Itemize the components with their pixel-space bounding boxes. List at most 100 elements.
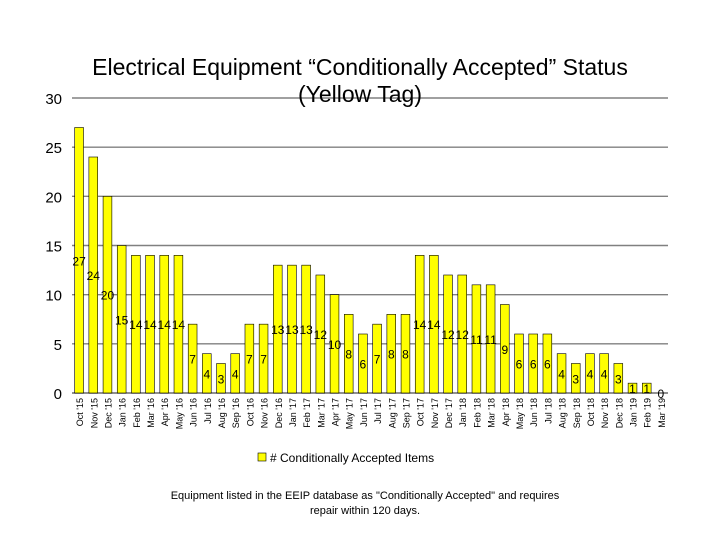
- bar: [258, 323, 269, 394]
- data-label: 14: [172, 318, 186, 332]
- x-tick-label: Jun '16: [189, 398, 199, 427]
- data-label: 14: [413, 318, 427, 332]
- bar: [273, 264, 283, 394]
- data-label: 4: [601, 367, 608, 381]
- data-label: 13: [285, 323, 299, 337]
- x-tick-label: Jul '16: [203, 398, 213, 424]
- data-label: 6: [544, 358, 551, 372]
- bar: [116, 245, 127, 394]
- data-label: 12: [441, 328, 455, 342]
- bar: [599, 353, 609, 394]
- data-label: 7: [189, 353, 196, 367]
- x-tick-label: Nov '18: [600, 398, 610, 428]
- data-label: 20: [101, 289, 115, 303]
- data-label: 4: [203, 367, 210, 381]
- bar: [443, 274, 453, 394]
- data-label: 14: [158, 318, 172, 332]
- bar: [301, 264, 311, 394]
- bar: [528, 333, 538, 394]
- data-label: 27: [72, 254, 86, 268]
- data-label: 8: [388, 348, 395, 362]
- bar: [244, 323, 255, 394]
- x-tick-label: Nov '17: [430, 398, 440, 428]
- x-tick-label: Feb '18: [472, 398, 482, 428]
- y-tick-label: 5: [54, 337, 62, 354]
- bar: [159, 255, 169, 394]
- x-axis-ticks: Oct '15 Nov '15 Dec '15 Jan '16 Feb '16 Mar '…: [75, 398, 667, 429]
- x-tick-label: Jun '18: [529, 398, 539, 427]
- x-tick-label: Jul '18: [543, 398, 553, 424]
- bar: [216, 363, 226, 394]
- data-label: 9: [501, 343, 508, 357]
- bar: [344, 314, 354, 394]
- x-tick-label: Feb '16: [132, 398, 142, 428]
- data-label: 3: [218, 372, 225, 386]
- data-label: 1: [629, 382, 636, 396]
- bar: [202, 353, 212, 394]
- bar: [414, 255, 425, 394]
- x-tick-label: Dec '15: [103, 398, 113, 428]
- data-label: 13: [299, 323, 313, 337]
- x-tick-label: May '16: [174, 398, 184, 429]
- footnote-line-2: repair within 120 days.: [309, 505, 421, 517]
- x-tick-label: Dec '17: [444, 398, 454, 428]
- x-tick-label: Feb '19: [643, 398, 653, 428]
- x-tick-label: Oct '18: [586, 398, 596, 426]
- bar: [145, 255, 155, 394]
- x-tick-label: May '18: [515, 398, 525, 429]
- data-label: 3: [572, 372, 579, 386]
- x-tick-label: Nov '16: [260, 398, 270, 428]
- data-label: 11: [484, 333, 497, 347]
- y-tick-label: 30: [45, 91, 62, 108]
- data-label: 24: [87, 269, 101, 283]
- x-tick-label: Sep '18: [572, 398, 582, 428]
- bar: [542, 333, 553, 394]
- data-label: 6: [516, 358, 523, 372]
- x-tick-label: Oct '17: [416, 398, 426, 426]
- x-tick-label: Aug '17: [387, 398, 397, 428]
- x-tick-label: Feb '17: [302, 398, 312, 428]
- data-label: 0: [658, 387, 665, 401]
- bar: [173, 255, 184, 394]
- bar: [485, 284, 496, 394]
- x-tick-label: Sep '17: [401, 398, 411, 428]
- x-tick-label: Jan '18: [458, 398, 468, 427]
- bar: [400, 314, 411, 394]
- data-label: 12: [314, 328, 328, 342]
- data-label: 8: [345, 348, 352, 362]
- data-label: 7: [260, 353, 267, 367]
- bar: [372, 323, 382, 394]
- x-tick-label: Nov '15: [89, 398, 99, 428]
- bar: [131, 255, 141, 394]
- bar: [102, 196, 113, 394]
- bar: [386, 314, 396, 394]
- bar: [315, 274, 326, 394]
- x-tick-label: Jan '17: [288, 398, 298, 427]
- x-tick-label: Dec '18: [614, 398, 624, 428]
- x-tick-label: Jul '17: [373, 398, 383, 424]
- x-tick-label: Mar '16: [146, 398, 156, 428]
- x-tick-label: Aug '18: [558, 398, 568, 428]
- x-tick-label: Apr '16: [160, 398, 170, 426]
- x-tick-label: Oct '16: [245, 398, 255, 426]
- bars: [74, 127, 652, 394]
- bar: [88, 156, 98, 394]
- bar: [457, 274, 467, 394]
- data-label: 13: [271, 323, 285, 337]
- bar: [514, 333, 524, 394]
- data-label: 1: [643, 382, 650, 396]
- bar: [500, 304, 510, 394]
- data-label: 4: [558, 367, 565, 381]
- data-label: 14: [427, 318, 441, 332]
- data-label: 8: [402, 348, 409, 362]
- data-label: 15: [115, 313, 129, 327]
- x-tick-label: Aug '16: [217, 398, 227, 428]
- x-tick-label: Sep '16: [231, 398, 241, 428]
- x-tick-label: Jan '19: [629, 398, 639, 427]
- legend: # Conditionally Accepted Items: [257, 451, 434, 465]
- x-tick-label: Mar '18: [487, 398, 497, 428]
- chart-title: Electrical Equipment “Conditionally Acce…: [60, 54, 660, 108]
- data-label: 12: [456, 328, 470, 342]
- bar: [571, 363, 581, 394]
